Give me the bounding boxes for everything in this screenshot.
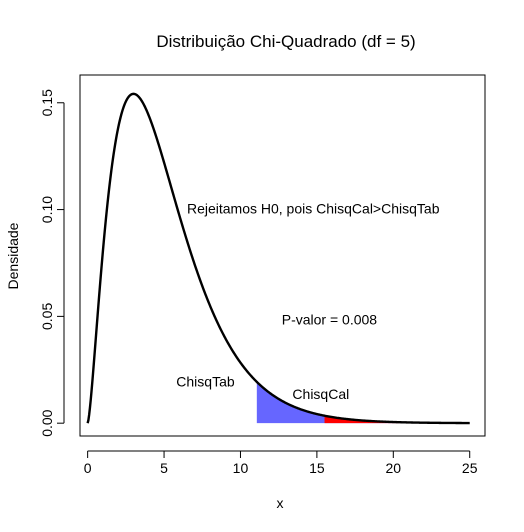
x-axis-label: x — [277, 495, 284, 511]
y-tick-label: 0.15 — [39, 89, 55, 116]
plot-layer: 0 5 10 15 20 25 0.00 0.05 0.10 0.15 Rejeitamos H0,… — [39, 74, 486, 476]
annotation-chisqcal-label: ChisqCal — [292, 386, 349, 402]
y-axis-label: Densidade — [5, 222, 21, 289]
critical-region-area — [256, 381, 470, 424]
y-tick-label: 0.05 — [39, 303, 55, 330]
x-tick-label: 15 — [309, 460, 325, 476]
y-tick-label: 0.10 — [39, 196, 55, 223]
chart-title: Distribuição Chi-Quadrado (df = 5) — [156, 32, 415, 51]
x-tick-label: 20 — [386, 460, 402, 476]
x-tick-label: 5 — [160, 460, 168, 476]
y-tick-label: 0.00 — [39, 409, 55, 436]
x-tick-label: 10 — [233, 460, 249, 476]
x-tick-label: 0 — [84, 460, 92, 476]
annotation-pvalue-text: P-valor = 0.008 — [282, 311, 378, 327]
density-curve — [86, 92, 471, 425]
plot-frame — [79, 74, 486, 437]
annotation-chisqtab-label: ChisqTab — [176, 373, 235, 389]
annotation-rejection-text: Rejeitamos H0, pois ChisqCal>ChisqTab — [187, 200, 440, 216]
x-tick-label: 25 — [462, 460, 478, 476]
